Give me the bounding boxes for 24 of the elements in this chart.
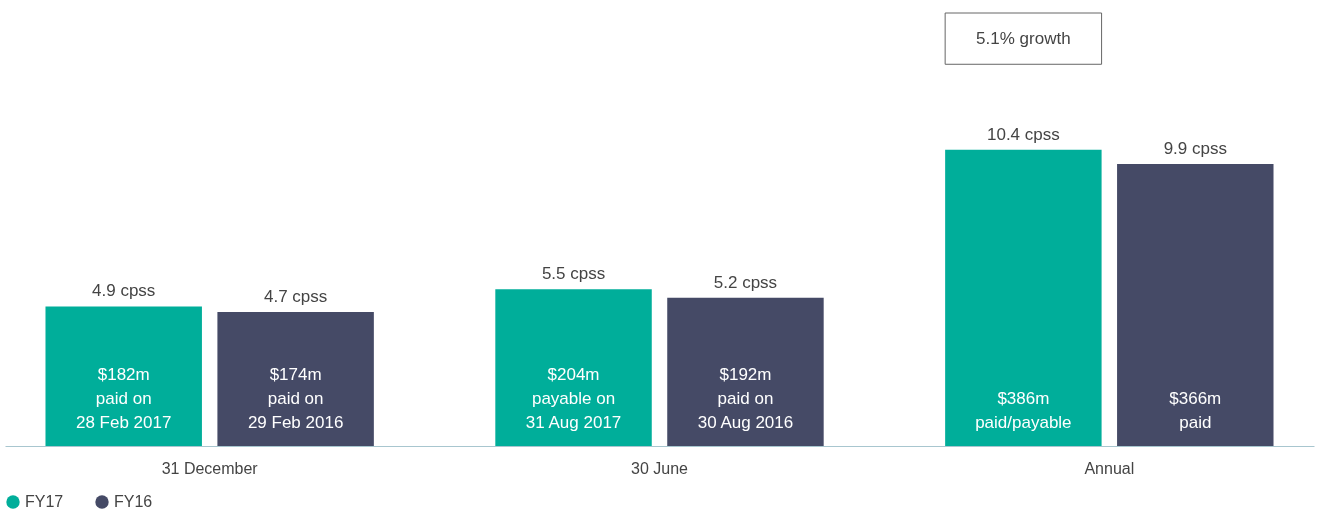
annotation: $182m paid on 28 Feb 2017 (75, 365, 172, 432)
bar (1117, 163, 1274, 446)
x-tick-label: Annual (1084, 459, 1135, 477)
annotation: $386m paid/payable (975, 389, 1072, 432)
data-label: 5.2 cpss (713, 272, 778, 292)
data-label: 5.5 cpss (541, 264, 606, 284)
bar (45, 306, 202, 446)
data-label: 4.7 cpss (263, 287, 328, 307)
legend-label: FY16 (114, 493, 153, 510)
bar (667, 297, 824, 446)
bar (217, 312, 374, 446)
bar (495, 289, 652, 446)
x-tick-label: 31 December (161, 459, 259, 477)
data-label: 10.4 cpss (986, 124, 1060, 144)
annotation: 5.1% growth (976, 28, 1071, 48)
legend-label: FY17 (25, 493, 64, 510)
annotation: $174m paid on 29 Feb 2016 (247, 365, 344, 432)
annotation: $204m payable on 31 Aug 2017 (525, 365, 622, 432)
annotation: $192m paid on 30 Aug 2016 (697, 365, 794, 432)
x-tick-label: 30 June (631, 459, 689, 477)
annotation: $366m paid (1169, 389, 1222, 432)
data-label: 9.9 cpss (1163, 138, 1227, 158)
bar (945, 149, 1102, 446)
data-label: 4.9 cpss (92, 281, 156, 301)
